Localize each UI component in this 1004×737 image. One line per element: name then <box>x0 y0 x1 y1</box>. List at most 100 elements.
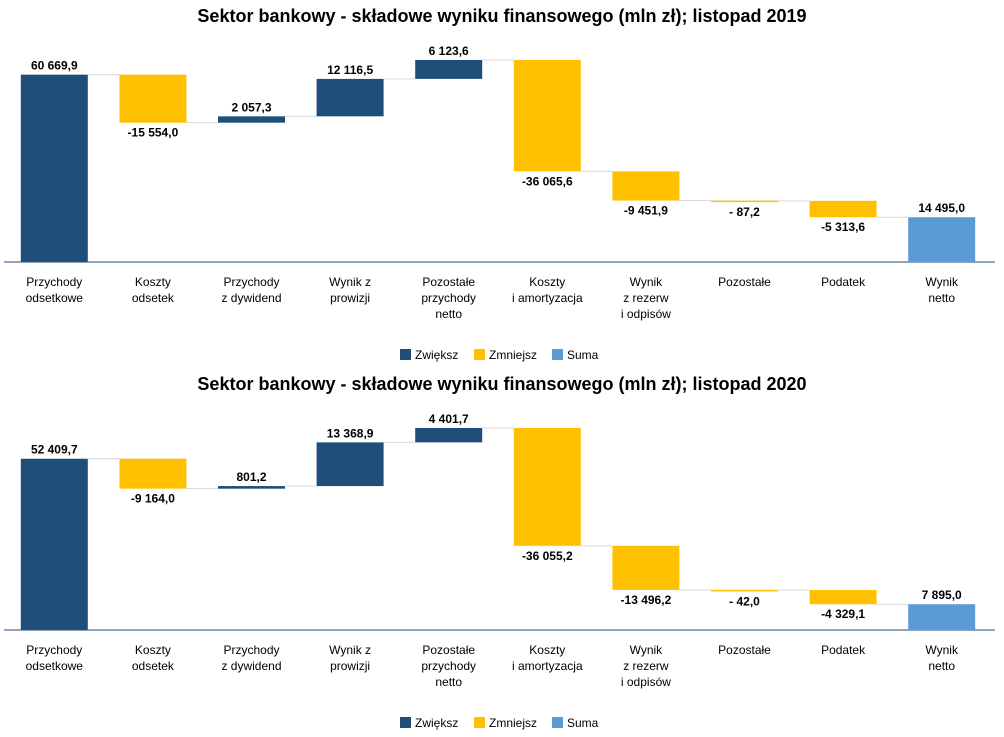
x-tick-label-line: Koszty <box>529 275 565 289</box>
x-tick-label: Przychody z dywidend <box>221 643 281 673</box>
legend-swatch <box>400 717 411 728</box>
bar <box>415 428 483 443</box>
value-label: 4 401,7 <box>429 412 469 426</box>
x-tick-label-line: z rezerw <box>623 291 669 305</box>
x-tick-label-line: Pozostałe <box>718 275 771 289</box>
x-tick-label: Wynik z prowizji <box>329 275 371 305</box>
x-tick-label: Koszty odsetek <box>132 275 175 305</box>
chart-title: Sektor bankowy - składowe wyniku finanso… <box>197 6 806 26</box>
value-label: -15 554,0 <box>128 126 179 140</box>
x-tick-label: Wynik netto <box>925 643 959 673</box>
value-label: 60 669,9 <box>31 59 78 73</box>
x-tick-label-line: przychody <box>421 659 476 673</box>
legend-swatch <box>400 349 411 360</box>
x-tick-label-line: z dywidend <box>221 659 281 673</box>
value-label: 801,2 <box>236 470 266 484</box>
x-tick-label-line: odsetkowe <box>26 659 84 673</box>
x-tick-label-line: odsetkowe <box>26 291 84 305</box>
bar <box>119 458 187 489</box>
x-tick-label: Wynik z rezerw i odpisów <box>621 275 671 321</box>
waterfall-chart: Sektor bankowy - składowe wyniku finanso… <box>4 374 995 730</box>
x-tick-label: Pozostałe przychody netto <box>421 275 476 321</box>
bar <box>20 458 88 630</box>
bar <box>20 74 88 262</box>
x-tick-label-line: Koszty <box>529 643 565 657</box>
value-label: -36 055,2 <box>522 549 573 563</box>
bar <box>513 428 581 546</box>
x-tick-label-line: Wynik z <box>329 275 371 289</box>
x-tick-label: Przychody odsetkowe <box>26 275 84 305</box>
x-tick-label-line: Pozostałe <box>422 643 475 657</box>
x-tick-label-line: i amortyzacja <box>512 659 583 673</box>
bar <box>711 589 778 592</box>
x-tick-label-line: Pozostałe <box>422 275 475 289</box>
x-tick-label: Wynik netto <box>925 275 959 305</box>
bar <box>316 442 384 487</box>
x-tick-label: Podatek <box>821 275 866 289</box>
x-tick-label-line: Pozostałe <box>718 643 771 657</box>
x-tick-label-line: Podatek <box>821 275 866 289</box>
bar <box>809 590 877 605</box>
bar <box>908 217 976 262</box>
bar <box>415 60 483 79</box>
x-tick-label: Wynik z prowizji <box>329 643 371 673</box>
x-tick-label-line: Wynik z <box>329 643 371 657</box>
x-tick-label-line: netto <box>435 675 462 689</box>
value-label: -13 496,2 <box>621 593 672 607</box>
bar <box>612 171 680 201</box>
x-tick-label-line: Wynik <box>925 275 959 289</box>
bar <box>809 200 877 218</box>
value-label: -36 065,6 <box>522 174 573 188</box>
bar <box>218 116 285 123</box>
x-tick-label-line: Przychody <box>223 275 279 289</box>
legend-label: Suma <box>567 716 599 730</box>
legend-label: Zmniejsz <box>489 716 537 730</box>
bar <box>316 78 384 117</box>
value-label: - 42,0 <box>729 594 760 608</box>
bar <box>513 60 581 172</box>
x-tick-label-line: z rezerw <box>623 659 669 673</box>
x-tick-label: Przychody z dywidend <box>221 275 281 305</box>
legend-label: Zwiększ <box>415 716 458 730</box>
x-tick-label-line: Wynik <box>630 275 664 289</box>
bar <box>119 74 187 123</box>
x-tick-label: Koszty i amortyzacja <box>512 643 583 673</box>
x-tick-label-line: przychody <box>421 291 476 305</box>
value-label: - 87,2 <box>729 205 760 219</box>
x-tick-label-line: Wynik <box>925 643 959 657</box>
x-tick-label: Pozostałe <box>718 643 771 657</box>
x-tick-label-line: Przychody <box>223 643 279 657</box>
x-tick-label-line: i amortyzacja <box>512 291 583 305</box>
x-tick-label: Pozostałe przychody netto <box>421 643 476 689</box>
value-label: 6 123,6 <box>429 44 469 58</box>
x-tick-label-line: prowizji <box>330 291 370 305</box>
legend-label: Suma <box>567 348 599 362</box>
bar <box>711 200 778 203</box>
x-tick-label-line: Koszty <box>135 275 171 289</box>
value-label: 52 409,7 <box>31 443 78 457</box>
x-tick-label: Koszty i amortyzacja <box>512 275 583 305</box>
value-label: 7 895,0 <box>922 588 962 602</box>
legend-swatch <box>474 349 485 360</box>
x-tick-label-line: netto <box>928 659 955 673</box>
bar <box>218 486 285 489</box>
legend-swatch <box>552 717 563 728</box>
value-label: 12 116,5 <box>327 63 373 77</box>
value-label: -9 451,9 <box>624 204 668 218</box>
legend-swatch <box>474 717 485 728</box>
value-label: 13 368,9 <box>327 426 374 440</box>
value-label: -9 164,0 <box>131 492 175 506</box>
x-tick-label-line: Wynik <box>630 643 664 657</box>
x-tick-label-line: Podatek <box>821 643 866 657</box>
x-tick-label-line: i odpisów <box>621 675 671 689</box>
x-tick-label-line: i odpisów <box>621 307 671 321</box>
x-tick-label: Podatek <box>821 643 866 657</box>
x-tick-label: Koszty odsetek <box>132 643 175 673</box>
x-tick-label: Pozostałe <box>718 275 771 289</box>
bar <box>908 604 976 630</box>
value-label: -5 313,6 <box>821 220 865 234</box>
legend-label: Zwiększ <box>415 348 458 362</box>
x-tick-label-line: netto <box>435 307 462 321</box>
